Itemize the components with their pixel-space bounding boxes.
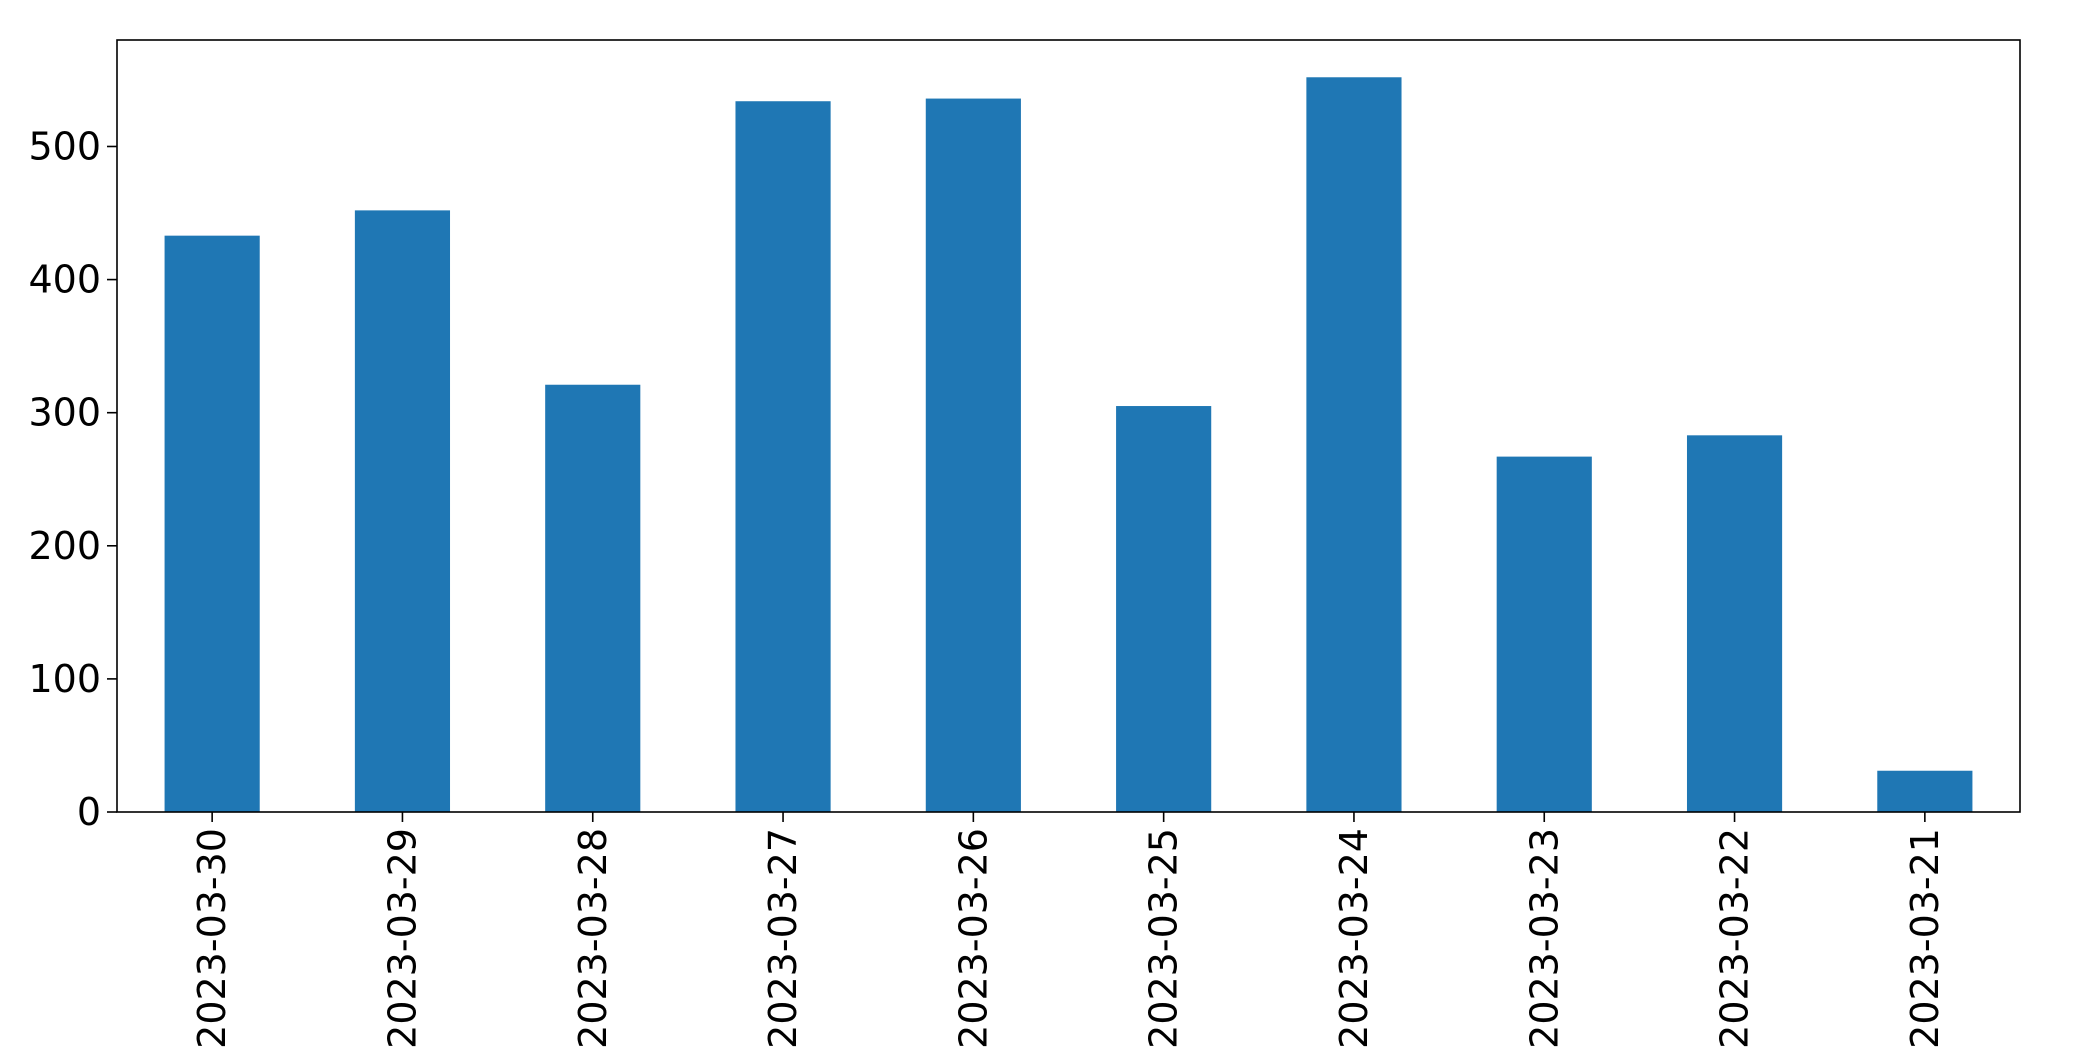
x-tick-label: 2023-03-21 [1903,828,1947,1049]
y-tick-label: 500 [28,124,101,168]
bar-2023-03-29 [354,210,451,812]
bar-2023-03-22 [1686,435,1783,812]
x-tick-label: 2023-03-25 [1142,828,1186,1049]
bar-2023-03-23 [1496,456,1592,812]
bars-group [164,77,1973,813]
y-axis: 0 100 200 300 400 500 [28,124,117,834]
x-tick-label: 2023-03-22 [1713,828,1757,1049]
bar-2023-03-21 [1877,770,1973,812]
plot-frame [116,39,2021,813]
x-tick-label: 2023-03-24 [1332,828,1376,1049]
bar-2023-03-25 [1116,406,1212,812]
bar-2023-03-28 [545,384,641,812]
x-tick-label: 2023-03-29 [380,828,424,1049]
bar-2023-03-26 [925,98,1021,813]
x-tick-label: 2023-03-23 [1522,828,1566,1049]
bar-2023-03-27 [735,101,831,812]
x-tick-label: 2023-03-27 [761,828,805,1049]
y-tick-label: 200 [28,524,101,568]
y-tick-label: 100 [28,657,101,701]
x-axis: 2023-03-30 2023-03-29 2023-03-28 2023-03-27… [190,812,1947,1049]
y-tick-label: 300 [28,391,101,435]
y-tick-label: 0 [77,790,101,834]
x-tick-label: 2023-03-28 [571,828,615,1049]
bar-2023-03-30 [164,235,260,813]
y-tick-label: 400 [28,258,101,302]
x-tick-label: 2023-03-26 [951,828,995,1049]
bar-2023-03-24 [1306,77,1402,812]
x-tick-label: 2023-03-30 [190,828,234,1049]
